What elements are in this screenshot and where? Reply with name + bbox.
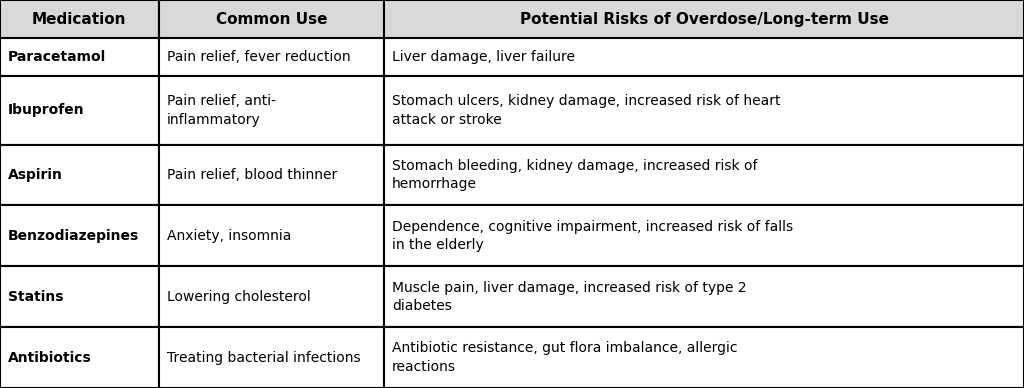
Text: Common Use: Common Use [216, 12, 327, 26]
Bar [384, 145, 1024, 205]
Bar [159, 76, 384, 145]
Bar [384, 205, 1024, 266]
Bar [159, 0, 384, 38]
Text: Aspirin: Aspirin [8, 168, 63, 182]
Text: Liver damage, liver failure: Liver damage, liver failure [392, 50, 575, 64]
Bar [384, 0, 1024, 38]
Bar [384, 76, 1024, 145]
Text: Stomach bleeding, kidney damage, increased risk of
hemorrhage: Stomach bleeding, kidney damage, increas… [392, 159, 758, 191]
Bar [159, 205, 384, 266]
Text: Benzodiazepines: Benzodiazepines [8, 229, 139, 243]
Text: Antibiotics: Antibiotics [8, 351, 92, 365]
Text: Pain relief, anti-
inflammatory: Pain relief, anti- inflammatory [167, 94, 275, 126]
Bar [384, 0, 1024, 38]
Bar [0, 0, 159, 38]
Bar [384, 76, 1024, 145]
Bar [0, 205, 159, 266]
Text: Antibiotic resistance, gut flora imbalance, allergic
reactions: Antibiotic resistance, gut flora imbalan… [392, 341, 737, 374]
Text: Lowering cholesterol: Lowering cholesterol [167, 290, 310, 304]
Text: Pain relief, blood thinner: Pain relief, blood thinner [167, 168, 337, 182]
Bar [159, 38, 384, 76]
Bar [159, 145, 384, 205]
Bar [0, 266, 159, 327]
Text: Muscle pain, liver damage, increased risk of type 2
diabetes: Muscle pain, liver damage, increased ris… [392, 281, 746, 313]
Text: Ibuprofen: Ibuprofen [8, 103, 85, 117]
Bar [0, 0, 159, 38]
Bar [159, 205, 384, 266]
Bar [384, 266, 1024, 327]
Text: Pain relief, fever reduction: Pain relief, fever reduction [167, 50, 350, 64]
Text: Dependence, cognitive impairment, increased risk of falls
in the elderly: Dependence, cognitive impairment, increa… [392, 220, 794, 252]
Bar [384, 145, 1024, 205]
Bar [0, 327, 159, 388]
Bar [0, 38, 159, 76]
Bar [384, 38, 1024, 76]
Bar [159, 0, 384, 38]
Bar [159, 266, 384, 327]
Bar [0, 145, 159, 205]
Bar [159, 327, 384, 388]
Bar [0, 76, 159, 145]
Bar [384, 266, 1024, 327]
Bar [159, 145, 384, 205]
Text: Statins: Statins [8, 290, 63, 304]
Bar [384, 327, 1024, 388]
Bar [159, 266, 384, 327]
Bar [159, 38, 384, 76]
Bar [159, 327, 384, 388]
Bar [384, 38, 1024, 76]
Text: Anxiety, insomnia: Anxiety, insomnia [167, 229, 291, 243]
Bar [159, 76, 384, 145]
Text: Paracetamol: Paracetamol [8, 50, 106, 64]
Bar [0, 266, 159, 327]
Text: Treating bacterial infections: Treating bacterial infections [167, 351, 360, 365]
Bar [384, 327, 1024, 388]
Text: Stomach ulcers, kidney damage, increased risk of heart
attack or stroke: Stomach ulcers, kidney damage, increased… [392, 94, 780, 126]
Bar [384, 205, 1024, 266]
Text: Medication: Medication [32, 12, 127, 26]
Text: Potential Risks of Overdose/Long-term Use: Potential Risks of Overdose/Long-term Us… [519, 12, 889, 26]
Bar [0, 76, 159, 145]
Bar [0, 205, 159, 266]
Bar [0, 327, 159, 388]
Bar [0, 145, 159, 205]
Bar [0, 38, 159, 76]
